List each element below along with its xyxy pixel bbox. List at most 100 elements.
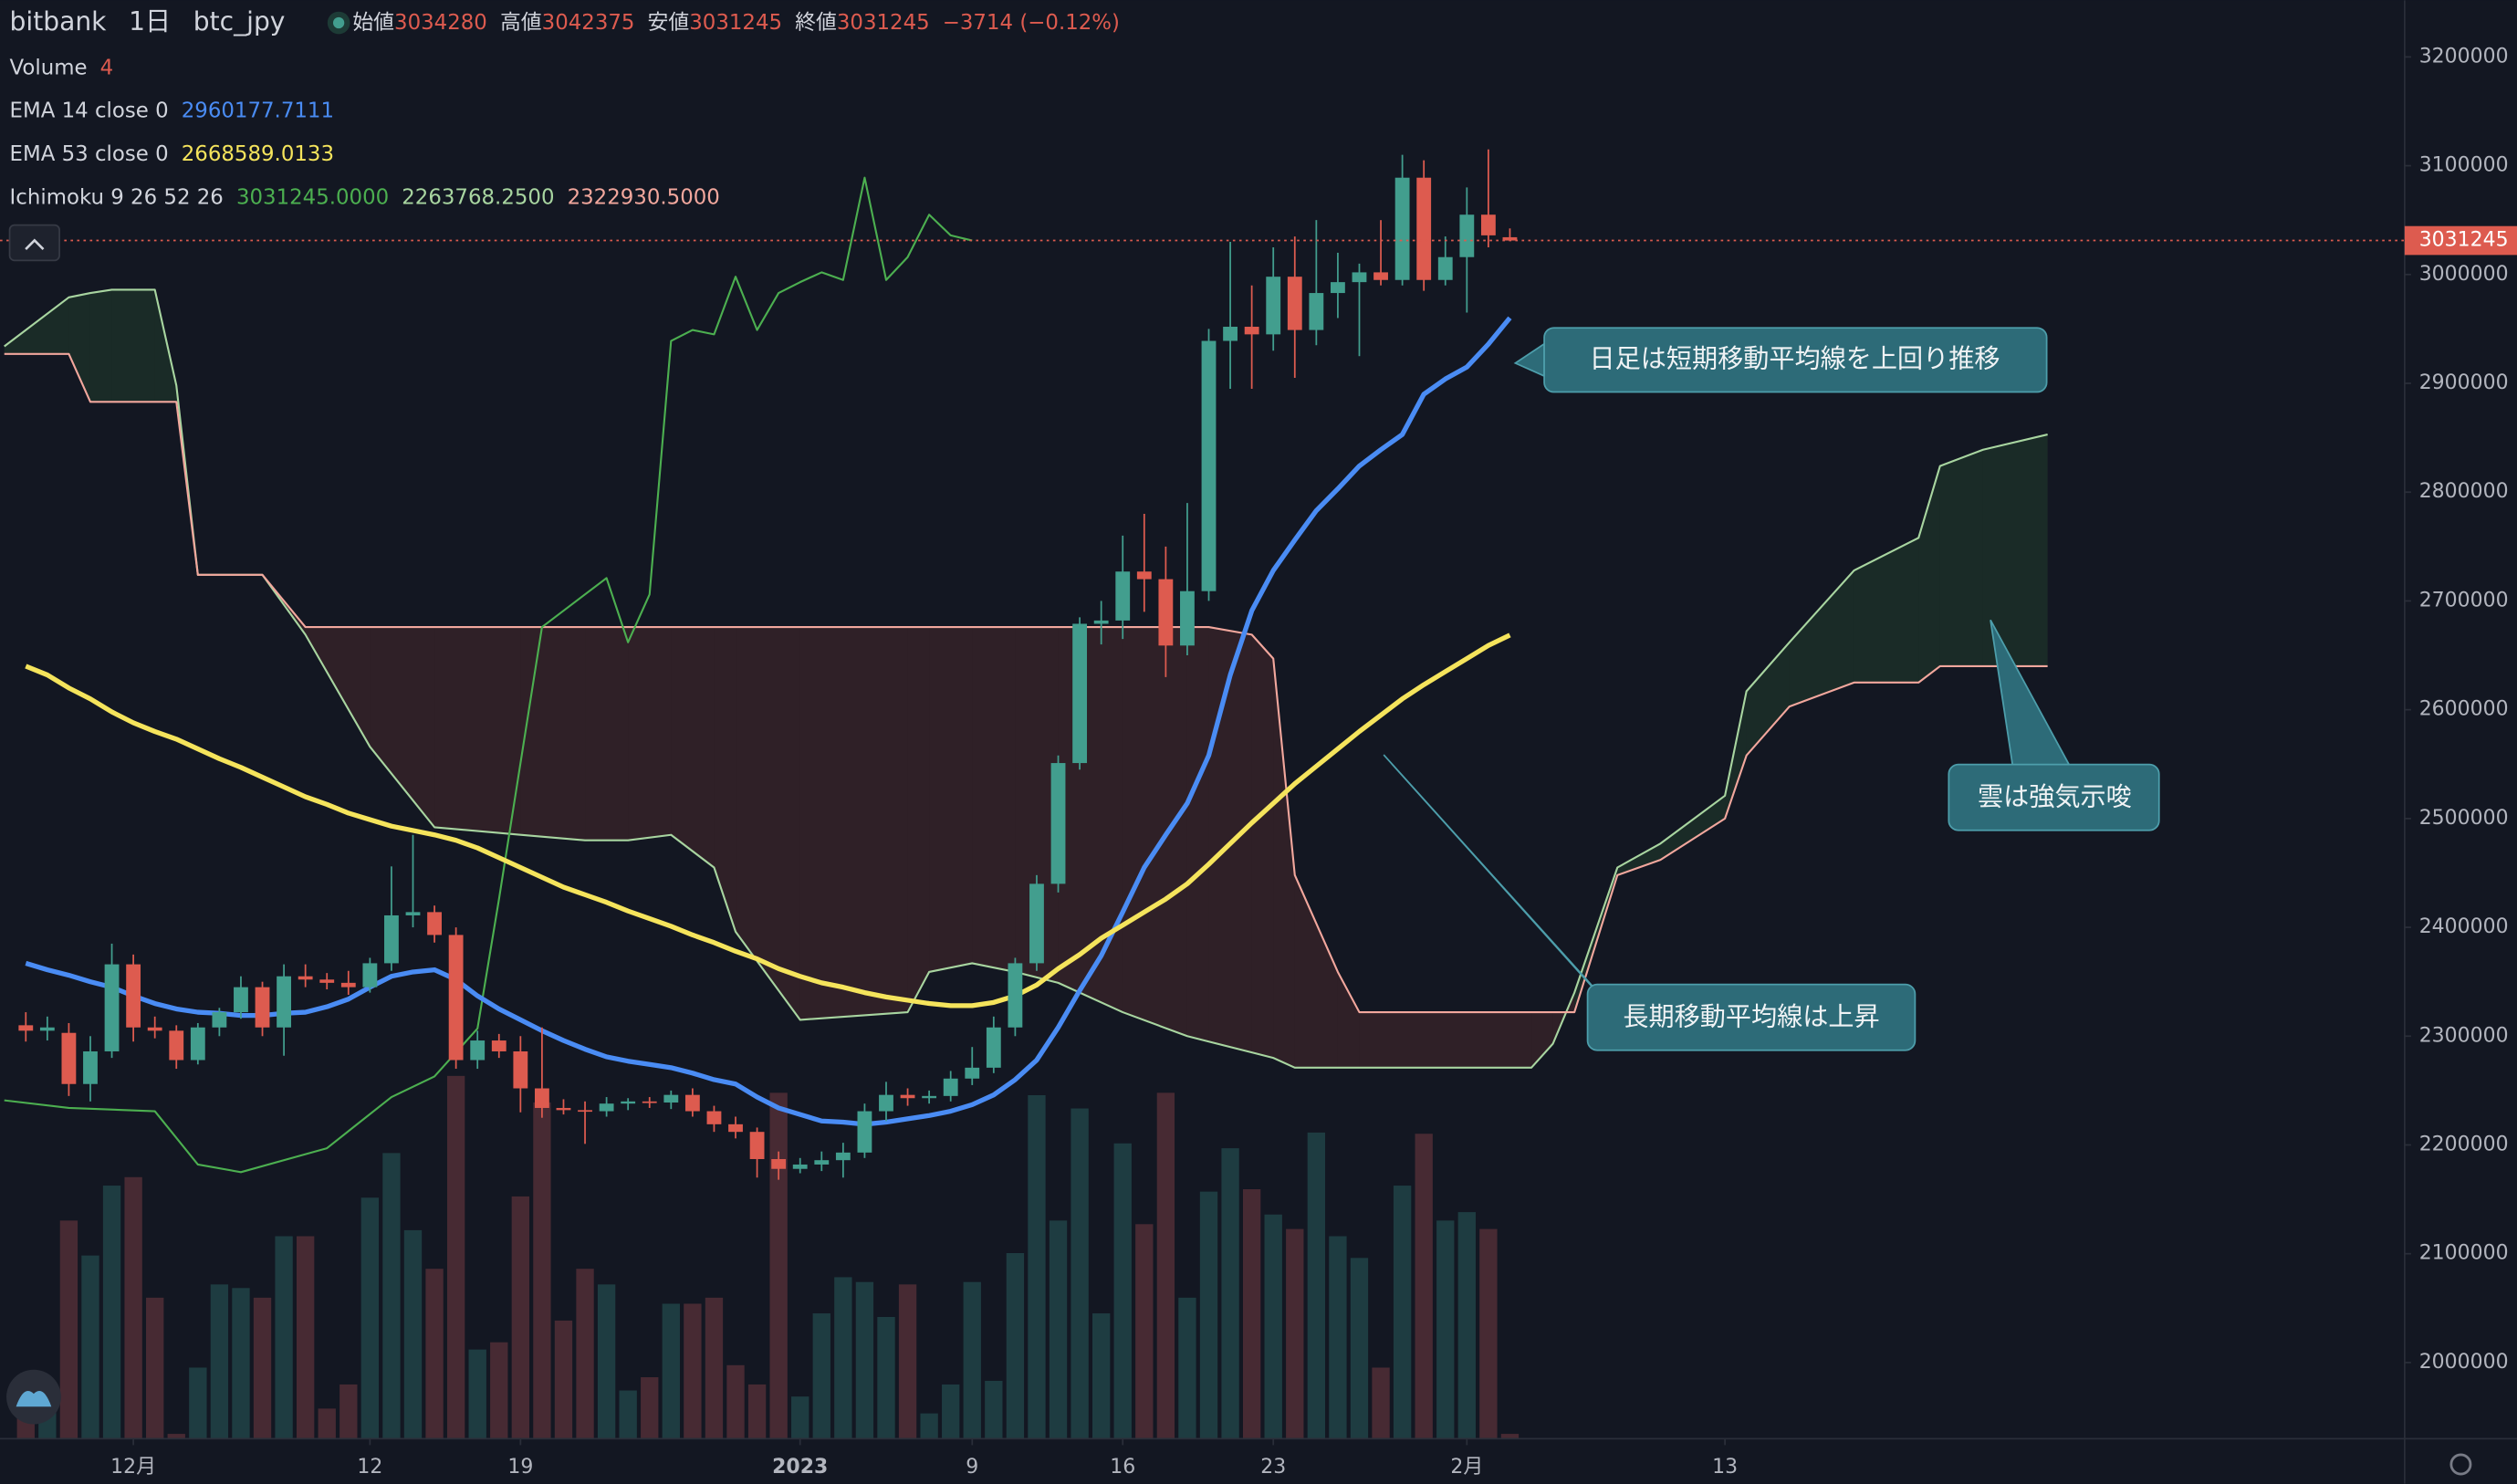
cloud-segment: [585, 627, 629, 841]
volume-bar: [791, 1396, 809, 1439]
cloud-segment: [972, 627, 1016, 972]
cloud-segment: [4, 297, 69, 354]
volume-bar: [1028, 1094, 1046, 1439]
cloud-segment: [628, 627, 672, 841]
x-tick-label: 23: [1260, 1456, 1286, 1479]
legend-ema: EMA 53 close 0 2668589.0133: [10, 142, 334, 166]
exchange: bitbank: [10, 6, 108, 37]
volume-bar: [210, 1284, 229, 1439]
candle-body: [1266, 277, 1281, 335]
candle-layer: [18, 149, 1518, 1180]
annotation-text: 雲は強気示唆: [1978, 782, 2132, 812]
volume-bar: [1242, 1188, 1261, 1439]
volume-bar: [1178, 1297, 1196, 1439]
y-tick-label: 2200000: [2419, 1133, 2509, 1155]
cloud-segment: [1725, 691, 1747, 819]
annotation: 長期移動平均線は上昇: [1383, 754, 1916, 1051]
x-tick-label: 16: [1110, 1456, 1135, 1479]
volume-bar: [1436, 1220, 1455, 1439]
candle-body: [18, 1025, 34, 1031]
cloud-segment: [1939, 449, 1983, 666]
candle-body: [1437, 256, 1453, 280]
volume-bar: [920, 1413, 938, 1439]
volume-bar: [1307, 1132, 1326, 1439]
candle-body: [1223, 327, 1238, 341]
candle-body: [1158, 579, 1174, 646]
volume-bar: [747, 1384, 767, 1439]
volume-bar: [167, 1434, 185, 1439]
volume-bar: [684, 1303, 702, 1439]
volume-bar: [189, 1367, 207, 1439]
cloud-segment: [520, 627, 586, 841]
volume-bar: [425, 1269, 444, 1439]
candle-body: [792, 1164, 808, 1169]
volume-bar: [360, 1197, 380, 1439]
volume-bar: [1393, 1186, 1412, 1439]
volume-bar: [1264, 1214, 1282, 1439]
volume-bar: [102, 1186, 121, 1439]
last-price-label: 3031245: [2419, 229, 2509, 252]
candle-body: [491, 1040, 507, 1051]
volume-bar: [124, 1176, 142, 1439]
cloud-segment: [111, 289, 155, 402]
legend-name: Volume: [10, 56, 88, 79]
candle-body: [1480, 214, 1496, 235]
ohlc-value: 3031245: [837, 11, 930, 35]
candle-body: [1287, 277, 1302, 330]
legend-name: Ichimoku 9 26 52 26: [10, 185, 224, 209]
candle-body: [1072, 623, 1088, 764]
volume-bar: [318, 1408, 336, 1439]
volume-bar: [468, 1349, 486, 1439]
line-layer: [4, 176, 2048, 1174]
volume-bar: [232, 1288, 250, 1439]
volume-bar: [641, 1377, 659, 1439]
y-tick-label: 2500000: [2419, 807, 2509, 830]
candle-body: [234, 987, 248, 1013]
candle-body: [1502, 236, 1518, 241]
cloud-segment: [799, 627, 908, 1020]
volume-bar: [511, 1196, 530, 1439]
y-tick-label: 2800000: [2419, 480, 2509, 503]
last-price-box: [2404, 225, 2517, 256]
candle-body: [879, 1094, 893, 1112]
candle-body: [965, 1067, 980, 1079]
candle-body: [922, 1095, 937, 1099]
candle-body: [1180, 590, 1195, 646]
candle-body: [1115, 571, 1131, 621]
candle-body: [663, 1094, 679, 1103]
header: bitbank 1日 btc_jpy 始値3034280 高値3042375 安値3031…: [10, 6, 1120, 37]
collapse-button[interactable]: [8, 224, 60, 262]
volume-bar: [1329, 1236, 1347, 1439]
interval: 1日: [129, 6, 171, 37]
cloud-segment: [907, 627, 930, 1013]
candle-body: [1093, 620, 1109, 624]
cloud-segment: [714, 627, 736, 932]
volume-layer: [16, 1075, 1520, 1439]
change: −3714 (−0.12%): [943, 11, 1120, 35]
volume-bar: [1286, 1228, 1304, 1439]
volume-bar: [877, 1316, 895, 1439]
x-tick-label: 12: [357, 1456, 382, 1479]
volume-bar: [253, 1297, 272, 1439]
candle-body: [1416, 177, 1432, 280]
cloud-segment: [1208, 627, 1252, 1053]
volume-bar: [985, 1380, 1003, 1439]
x-tick-label: 13: [1712, 1456, 1738, 1479]
volume-bar: [942, 1384, 960, 1439]
cloud-segment: [1273, 658, 1295, 1068]
legend-value: 4: [100, 56, 114, 79]
legend-value: 2322930.5000: [568, 185, 720, 209]
cloud-segment: [1359, 1012, 1532, 1068]
legend-value: 2960177.7111: [182, 99, 334, 122]
candle-body: [190, 1027, 205, 1061]
y-tick-label: 2600000: [2419, 698, 2509, 721]
annotation: 日足は短期移動平均線を上回り推移: [1513, 327, 2048, 393]
legend-value: 2263768.2500: [402, 185, 554, 209]
candle-body: [405, 912, 421, 915]
candle-body: [814, 1160, 830, 1165]
y-tick-label: 2000000: [2419, 1351, 2509, 1374]
settings-icon[interactable]: [2449, 1453, 2472, 1476]
candle-body: [706, 1111, 722, 1124]
volume-bar: [898, 1284, 917, 1439]
